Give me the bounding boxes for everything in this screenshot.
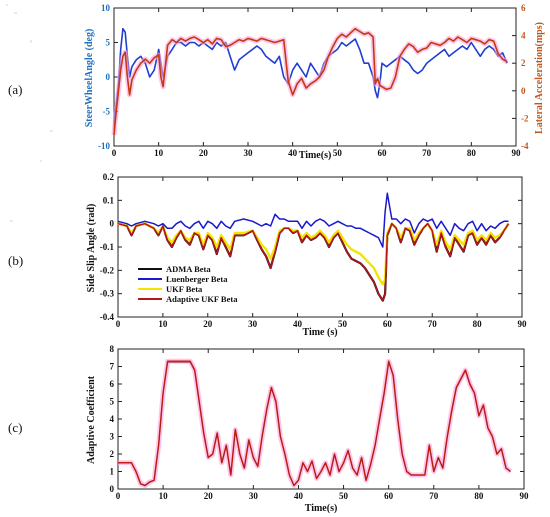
- x-tick-label-b: 40: [293, 319, 303, 329]
- y-tick-label-a: -5: [103, 107, 111, 117]
- panel-label-b: (b): [8, 253, 23, 268]
- x-tick-label-b: 70: [428, 319, 438, 329]
- y-tick-label-c: 0: [110, 484, 115, 494]
- y-right-tick-label-a: -2: [521, 113, 529, 123]
- y-axis-label-c: Adaptive Coefficient: [86, 375, 97, 464]
- y-tick-label-a: 5: [106, 38, 111, 48]
- y-tick-label-c: 5: [110, 397, 115, 407]
- legend-label-adaptive-ukf: Adaptive UKF Beta: [166, 294, 238, 304]
- panel-label-c: (c): [8, 420, 22, 435]
- legend-label-admma: ADMA Beta: [166, 264, 211, 274]
- legend-label-ukf: UKF Beta: [166, 284, 203, 294]
- x-tick-label-c: 10: [159, 491, 169, 501]
- x-tick-label-a: 50: [333, 148, 343, 158]
- x-tick-label-a: 80: [467, 148, 477, 158]
- y-tick-label-a: 0: [106, 72, 111, 82]
- legend-b: ADMA Beta Luenberger Beta UKF Beta Adapt…: [138, 264, 238, 304]
- x-axis-label-b: Time (s): [302, 327, 337, 338]
- y-tick-label-a: 10: [101, 3, 111, 13]
- y-tick-label-a: -10: [98, 141, 110, 151]
- x-tick-label-c: 30: [249, 491, 259, 501]
- x-tick-label-b: 50: [338, 319, 348, 329]
- x-axis-label-c: Time(s): [305, 503, 338, 514]
- chart-panel-c: 0 10 20 30 40 50 60 70 80 90 0 1 2 3 4 5 6 7 8 Time(s) Ada…: [86, 344, 529, 514]
- y-tick-label-c: 6: [110, 379, 115, 389]
- x-tick-label-b: 10: [158, 319, 168, 329]
- chart-panel-a: 0 10 20 30 40 50 60 70 80 90 -10 -5 0 5 10 -4 -2 0 2 4 6 Tim…: [84, 3, 545, 161]
- x-tick-label-a: 90: [512, 148, 522, 158]
- x-tick-label-c: 70: [429, 491, 439, 501]
- panel-label-a: (a): [8, 82, 22, 97]
- legend-label-luenberger: Luenberger Beta: [166, 274, 228, 284]
- y-tick-label-c: 8: [110, 344, 115, 354]
- y-tick-label-b: -0.3: [100, 289, 115, 299]
- x-axis-label-a: Time(s): [299, 150, 332, 161]
- x-tick-label-a: 10: [154, 148, 164, 158]
- x-tick-label-b: 90: [518, 319, 528, 329]
- lateral-acceleration-line: [113, 27, 508, 136]
- y-axis-label-a: SteerWheelAngle (deg): [84, 29, 95, 128]
- y-right-tick-label-a: 0: [521, 86, 526, 96]
- x-tick-label-a: 70: [422, 148, 432, 158]
- chart-panel-b: 0 10 20 30 40 50 60 70 80 90 -0.4 -0.3 -0.2 -0.1 0 0.1 0…: [86, 172, 527, 338]
- plot-frame-a: [113, 7, 517, 147]
- y-tick-label-c: 3: [110, 432, 115, 442]
- x-tick-label-a: 30: [244, 148, 254, 158]
- x-tick-label-c: 0: [116, 491, 121, 501]
- adaptive-coefficient-overlay-line: [118, 362, 511, 487]
- y-right-tick-label-a: 2: [521, 58, 526, 68]
- x-tick-label-c: 80: [474, 491, 484, 501]
- y-axis-right-label-a: Lateral Acceleration(mps): [534, 22, 545, 134]
- y-right-tick-label-a: -4: [521, 141, 529, 151]
- x-tick-label-c: 40: [294, 491, 304, 501]
- y-tick-label-c: 7: [110, 362, 115, 372]
- x-tick-label-b: 80: [473, 319, 483, 329]
- y-tick-label-b: 0.2: [103, 172, 115, 182]
- x-tick-label-b: 60: [383, 319, 393, 329]
- x-tick-label-c: 90: [520, 491, 530, 501]
- y-tick-label-b: -0.4: [100, 312, 115, 322]
- x-tick-label-a: 20: [199, 148, 209, 158]
- x-tick-label-a: 40: [288, 148, 298, 158]
- y-tick-label-b: 0.1: [103, 195, 115, 205]
- y-right-tick-label-a: 4: [521, 31, 526, 41]
- background-artifacts: [6, 4, 53, 222]
- y-right-tick-label-a: 6: [521, 3, 526, 13]
- luenberger-beta-line: [117, 192, 509, 248]
- x-tick-label-b: 20: [203, 319, 213, 329]
- y-tick-label-c: 2: [110, 449, 115, 459]
- lateral-acceleration-line-envelope: [111, 26, 509, 136]
- x-tick-label-a: 60: [378, 148, 388, 158]
- y-tick-label-b: -0.1: [100, 242, 115, 252]
- y-tick-label-b: 0: [110, 219, 115, 229]
- x-tick-label-c: 20: [204, 491, 214, 501]
- y-axis-label-b: Side Slip Angle (rad): [86, 204, 97, 293]
- x-tick-label-a: 0: [112, 148, 117, 158]
- x-tick-label-b: 0: [116, 319, 121, 329]
- x-tick-label-c: 60: [384, 491, 394, 501]
- x-tick-label-c: 50: [339, 491, 349, 501]
- y-tick-label-c: 4: [110, 414, 115, 424]
- x-tick-label-b: 30: [248, 319, 258, 329]
- adaptive-ukf-beta-line: [117, 222, 510, 302]
- y-tick-label-b: -0.2: [100, 265, 115, 275]
- y-tick-label-c: 1: [110, 467, 115, 477]
